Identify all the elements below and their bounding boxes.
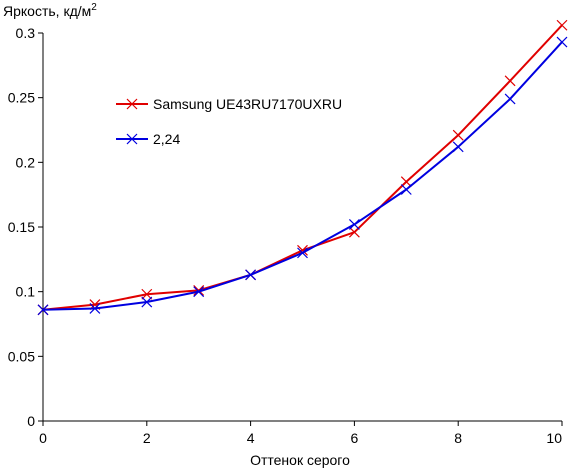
series-1 [37,19,568,316]
series-2 [37,36,568,316]
y-tick-label: 0.2 [16,154,36,170]
y-tick-label: 0.15 [8,219,35,235]
y-ticks: 0 0.05 0.1 0.15 0.2 0.25 0.3 [8,25,43,429]
legend-item: Samsung UE43RU7170UXRU [116,96,342,112]
series-line [42,24,563,311]
data-point-marker [193,284,205,296]
legend-item: 2,24 [116,131,180,147]
data-point-marker [504,93,516,105]
legend: Samsung UE43RU7170UXRU 2,24 [116,96,342,147]
data-point-marker [297,247,308,259]
y-tick-label: 0.05 [8,348,35,364]
x-tick-label: 10 [546,430,562,446]
y-tick-label: 0.25 [8,90,35,106]
series-layer [37,19,568,316]
y-tick-label: 0 [27,413,35,429]
data-point-marker [348,226,360,238]
x-tick-label: 6 [351,430,359,446]
data-point-marker [400,184,412,195]
y-tick-label: 0.1 [16,284,36,300]
data-point-marker [37,304,49,316]
legend-label: 2,24 [153,131,180,147]
x-tick-label: 2 [143,430,151,446]
data-point-marker [141,288,153,300]
data-point-marker [245,269,257,281]
data-point-marker [556,36,568,48]
data-point-marker [452,141,464,153]
x-ticks: 0 2 4 6 8 10 [39,421,563,446]
y-tick-label: 0.3 [16,25,36,41]
x-axis-title: Оттенок серого [250,452,350,468]
data-point-marker [556,19,568,31]
data-point-marker [400,176,412,188]
legend-marker [126,98,138,110]
x-tick-label: 4 [247,430,255,446]
data-point-marker [348,218,360,230]
data-point-marker [504,75,516,87]
y-axis-title: Яркость, кд/м2 [3,2,97,19]
legend-marker [126,133,138,145]
series-line [42,41,563,311]
x-tick-label: 8 [454,430,462,446]
data-point-marker [452,129,464,141]
data-point-marker [89,303,101,314]
axes [42,33,562,422]
data-point-marker [193,286,205,298]
legend-label: Samsung UE43RU7170UXRU [153,96,342,112]
data-point-marker [141,296,153,308]
x-tick-label: 0 [39,430,47,446]
